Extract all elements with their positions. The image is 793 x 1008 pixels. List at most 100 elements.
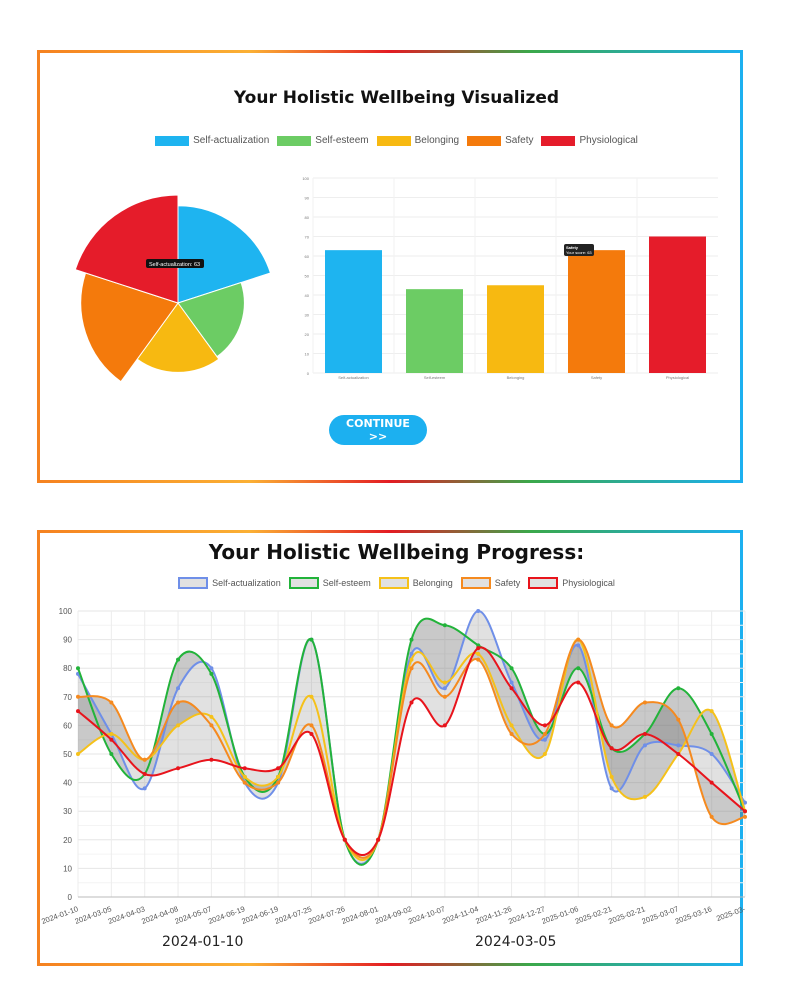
y-tick-label: 70 — [305, 235, 310, 240]
legend-item[interactable]: Belonging — [378, 577, 453, 589]
bar — [568, 250, 625, 373]
data-point — [209, 723, 214, 728]
data-point — [276, 780, 281, 785]
data-point — [709, 780, 714, 785]
x-tick-label: 2024-06-19 — [207, 904, 246, 926]
y-tick-label: 0 — [68, 893, 73, 902]
data-point — [442, 723, 447, 728]
pie-tooltip — [146, 259, 204, 268]
legend-swatch — [277, 135, 312, 146]
x-tick-label: 2024-08-01 — [340, 904, 379, 926]
y-tick-label: 60 — [305, 254, 310, 259]
legend-item[interactable]: Self-esteem — [277, 135, 369, 146]
x-tick-label: 2025-03-16 — [674, 904, 713, 926]
data-point — [476, 643, 481, 648]
data-point — [176, 686, 181, 691]
data-point — [342, 837, 347, 842]
legend-item[interactable]: Self-actualization — [155, 135, 269, 146]
data-point — [509, 686, 514, 691]
data-point — [576, 680, 581, 685]
legend-swatch — [155, 135, 190, 146]
data-point — [476, 651, 481, 656]
polar-segment — [177, 281, 245, 358]
data-point — [509, 680, 514, 685]
y-tick-label: 90 — [63, 636, 72, 645]
data-point — [409, 651, 414, 656]
x-tick-label: 2024-04-03 — [107, 904, 146, 926]
polar-segment — [80, 272, 179, 383]
data-point — [609, 746, 614, 751]
progress-title: Your Holistic Wellbeing Progress: — [208, 540, 585, 564]
pie-tooltip-text: Self-actualization: 63 — [149, 262, 200, 268]
data-point — [76, 694, 80, 699]
y-tick-label: 40 — [305, 293, 310, 298]
data-point — [576, 643, 581, 648]
y-tick-label: 20 — [305, 332, 310, 337]
x-tick-label: Self-actualization — [338, 375, 368, 380]
y-tick-label: 40 — [63, 779, 72, 788]
bar-tooltip-body: Your score: 63 — [566, 250, 592, 255]
bar — [649, 236, 706, 373]
x-tick-label: 2024-07-26 — [307, 904, 346, 926]
data-point — [509, 731, 514, 736]
data-point — [209, 714, 214, 719]
x-tick-label: 2025-01-06 — [540, 904, 579, 926]
data-point — [409, 637, 414, 642]
y-tick-label: 20 — [63, 836, 72, 845]
y-tick-label: 90 — [305, 196, 310, 201]
data-point — [276, 766, 281, 771]
y-tick-label: 100 — [59, 607, 73, 616]
visualized-title: Your Holistic Wellbeing Visualized — [233, 88, 560, 108]
x-tick-label: 2024-01-10 — [40, 904, 79, 926]
data-point — [309, 723, 314, 728]
data-point — [76, 752, 80, 756]
y-tick-label: 10 — [305, 352, 310, 357]
fill-between-area — [78, 639, 745, 858]
data-point — [442, 694, 447, 699]
data-point — [476, 646, 481, 651]
data-point — [209, 757, 214, 762]
data-point — [109, 700, 114, 705]
data-point — [642, 700, 647, 705]
data-point — [542, 752, 547, 756]
data-point — [576, 637, 581, 642]
data-point — [376, 837, 381, 842]
legend-item[interactable]: Self-esteem — [288, 577, 371, 589]
data-point — [176, 723, 181, 728]
data-point — [242, 766, 247, 771]
y-tick-label: 50 — [305, 274, 310, 279]
data-point — [476, 609, 481, 613]
bottom-legend: Self-actualization Self-esteem Belonging Sa… — [0, 577, 793, 589]
continue-button[interactable]: CONTINUE >> — [329, 415, 427, 445]
data-point — [109, 737, 114, 742]
legend-item[interactable]: Safety — [460, 577, 520, 589]
data-point — [242, 780, 247, 785]
legend-swatch — [376, 135, 411, 146]
polar-segment — [136, 302, 220, 373]
legend-item[interactable]: Physiological — [541, 135, 638, 146]
data-point — [442, 623, 447, 628]
data-point — [176, 766, 181, 771]
legend-item[interactable]: Safety — [467, 135, 533, 146]
data-point — [109, 731, 114, 736]
legend-item[interactable]: Belonging — [376, 135, 459, 146]
legend-label: Self-actualization — [212, 578, 281, 588]
data-point — [709, 709, 714, 714]
x-tick-label: 2024-07-25 — [274, 904, 313, 926]
bar-tooltip — [564, 244, 594, 256]
x-tick-label: 2024-12-27 — [507, 904, 546, 926]
data-point — [242, 774, 247, 779]
selected-date-right: 2024-03-05 — [475, 934, 557, 950]
data-point — [743, 800, 747, 805]
legend-item[interactable]: Physiological — [528, 577, 615, 589]
data-point — [109, 752, 114, 756]
x-tick-label: Self-esteem — [424, 375, 446, 380]
legend-swatch — [378, 577, 409, 589]
x-tick-label: 2024-06-19 — [240, 904, 279, 926]
y-tick-label: 0 — [307, 371, 310, 376]
legend-label: Self-esteem — [322, 578, 371, 588]
legend-item[interactable]: Self-actualization — [178, 577, 281, 589]
data-point — [176, 700, 181, 705]
data-point — [209, 671, 214, 676]
